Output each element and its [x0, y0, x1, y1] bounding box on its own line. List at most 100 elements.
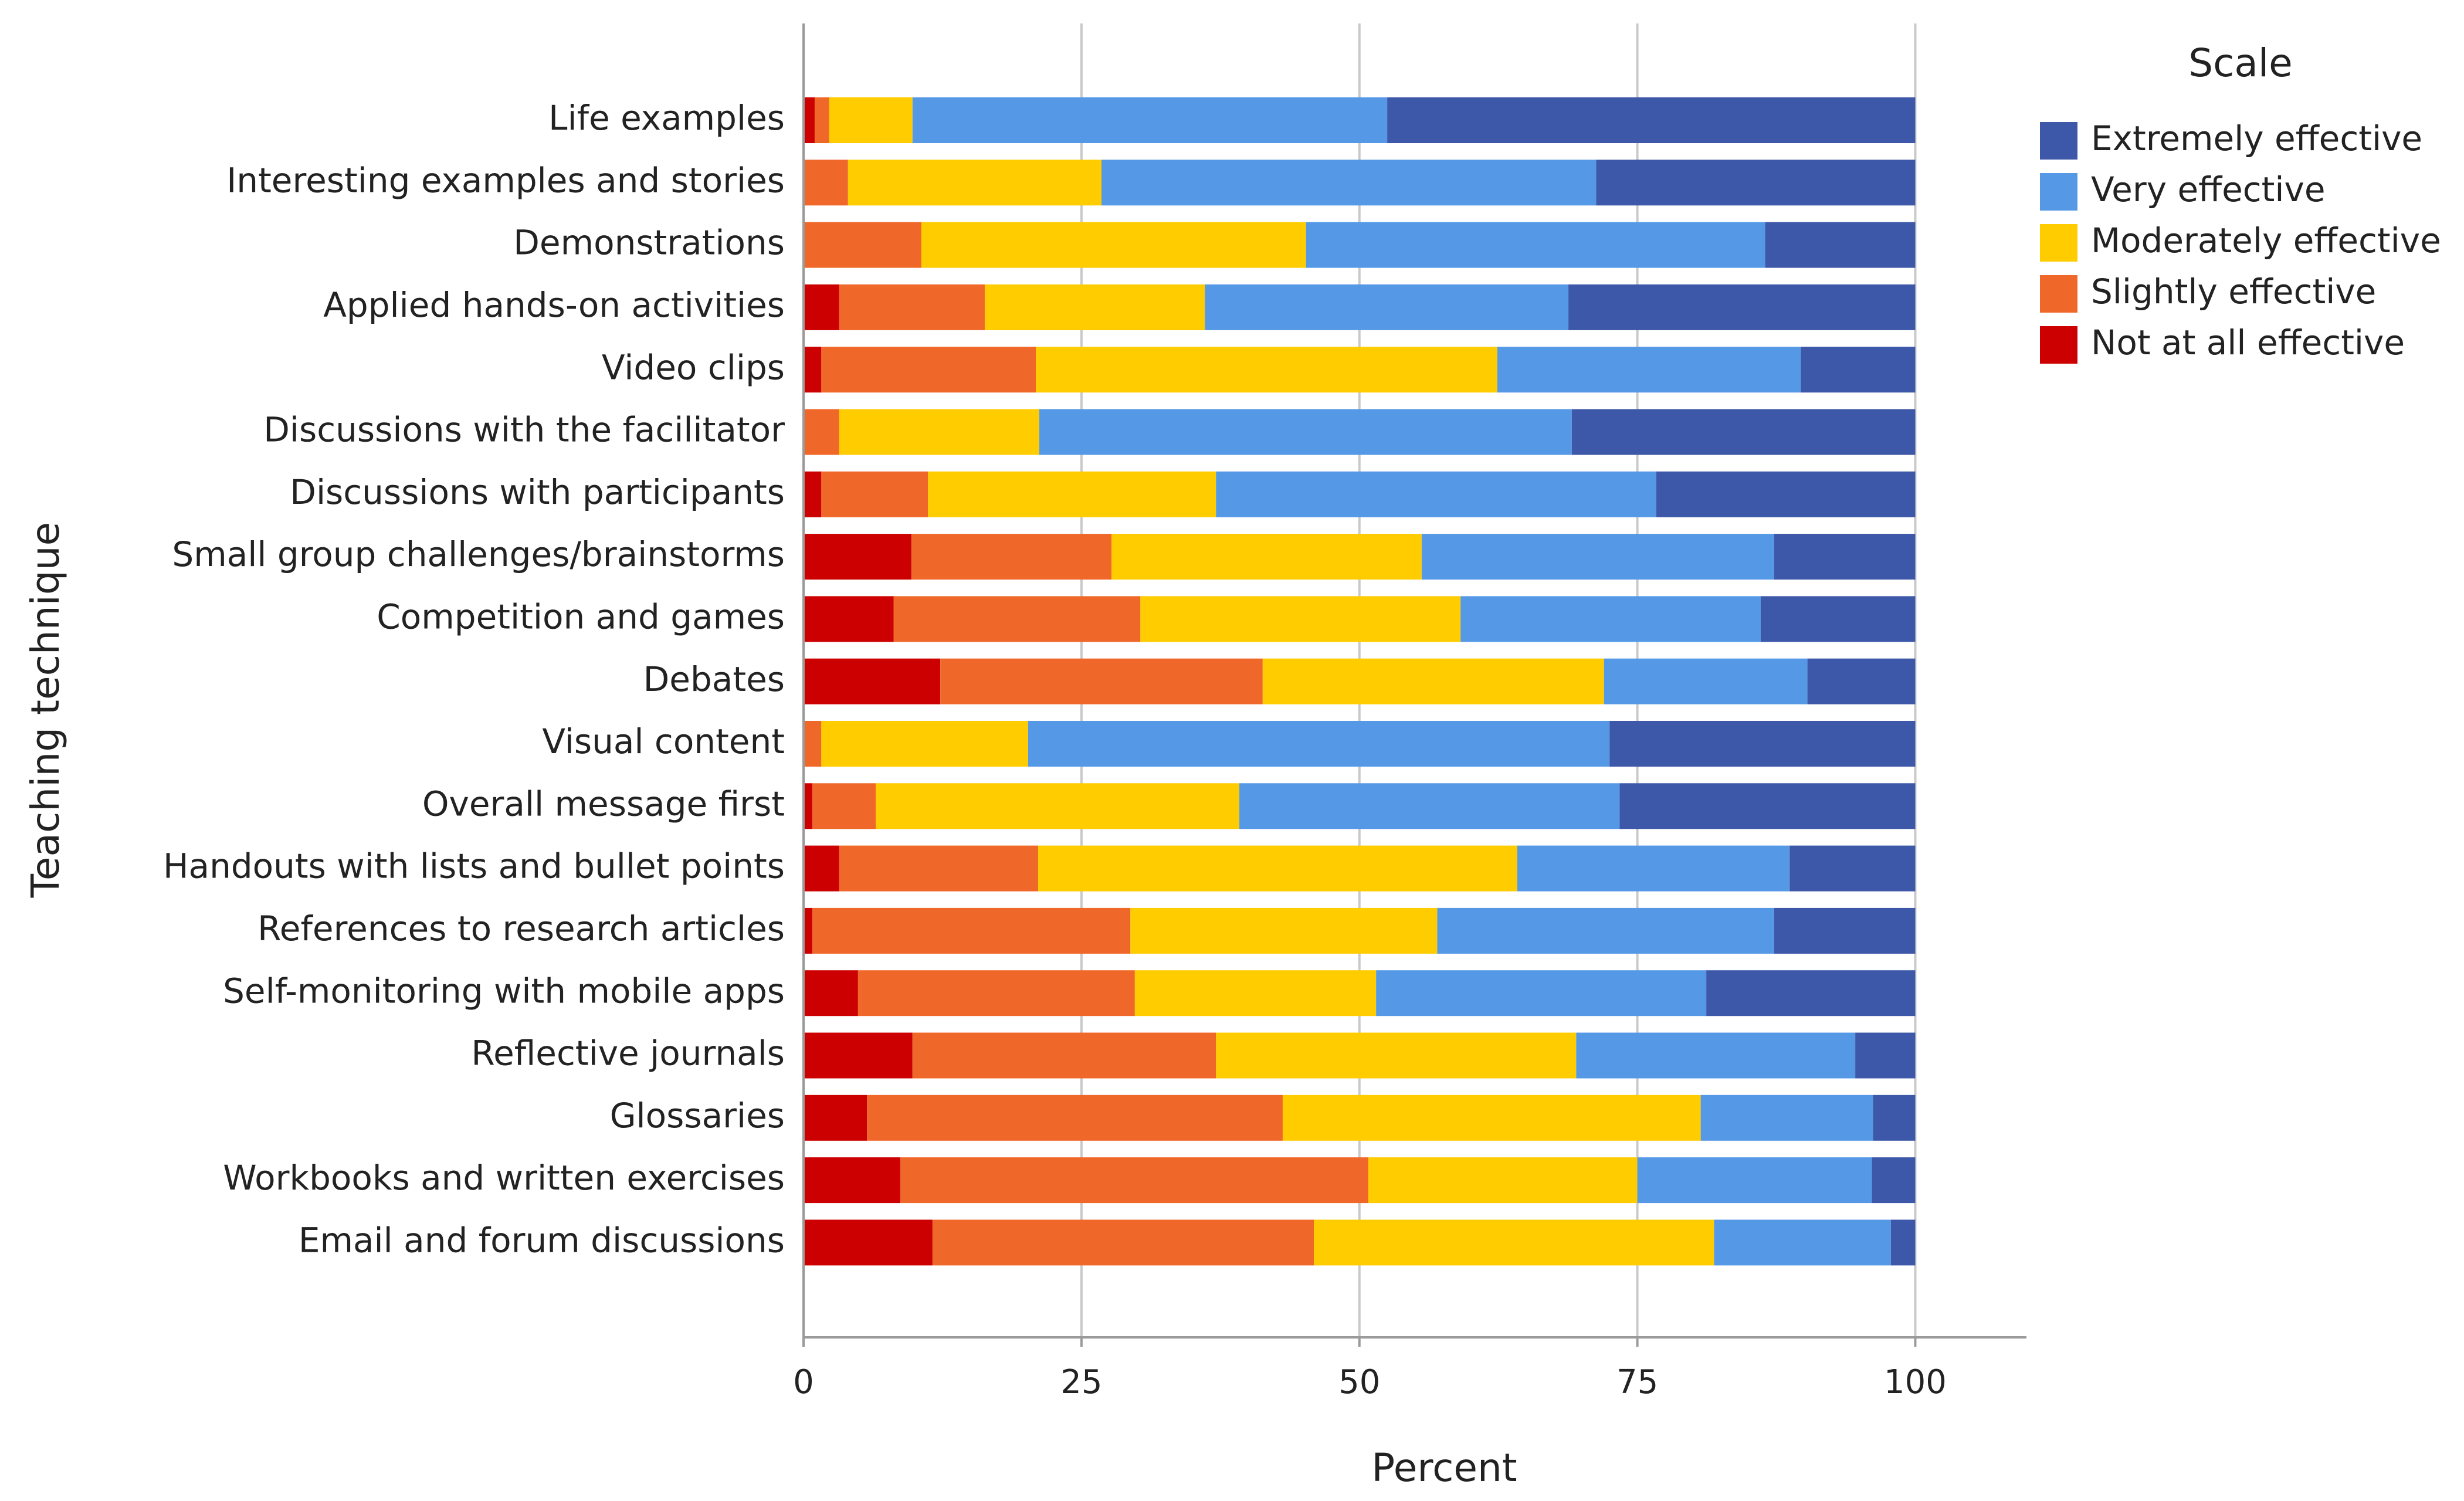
- category-label: Applied hands-on activities: [323, 285, 785, 325]
- bar-segment-moderately-effective-6: [839, 409, 1039, 455]
- bar-segment-not-at-all-effective-5: [804, 347, 822, 393]
- bar-segment-slightly-effective-10: [940, 658, 1263, 704]
- legend-swatch-moderately-effective: [2040, 224, 2077, 262]
- x-axis-title: Percent: [1371, 1445, 1517, 1490]
- bar-segment-extremely-effective-19: [1890, 1219, 1916, 1266]
- axes: [802, 23, 2026, 1347]
- category-labels: Life examples Interesting examples and st…: [163, 98, 785, 1260]
- bar-segment-moderately-effective-18: [1368, 1157, 1638, 1204]
- legend-label-very-effective: Very effective: [2091, 170, 2326, 209]
- bar-segment-not-at-all-effective-9: [804, 596, 894, 642]
- bar-segment-moderately-effective-5: [1036, 347, 1497, 393]
- bar-segment-very-effective-13: [1517, 845, 1790, 892]
- category-label: Visual content: [542, 721, 785, 761]
- bar-segment-very-effective-5: [1497, 347, 1801, 393]
- bar-segment-very-effective-10: [1604, 658, 1808, 704]
- bar-segment-moderately-effective-2: [848, 160, 1101, 206]
- category-label: Discussions with the facilitator: [263, 410, 785, 450]
- category-label: Debates: [643, 659, 785, 699]
- bar-segment-extremely-effective-18: [1872, 1157, 1916, 1204]
- bar-segment-not-at-all-effective-13: [804, 845, 839, 892]
- legend-swatch-not-at-all-effective: [2040, 326, 2077, 364]
- category-label: Competition and games: [377, 597, 785, 637]
- bar-segment-slightly-effective-15: [858, 970, 1135, 1017]
- category-label: Life examples: [548, 98, 785, 138]
- bar-segment-slightly-effective-14: [812, 907, 1131, 954]
- bar-segment-slightly-effective-5: [821, 347, 1036, 393]
- bar-segment-extremely-effective-8: [1774, 534, 1916, 580]
- bar-segment-very-effective-14: [1437, 907, 1774, 954]
- legend-swatch-extremely-effective: [2040, 122, 2077, 160]
- bar-segment-not-at-all-effective-19: [804, 1219, 933, 1266]
- bar-segment-not-at-all-effective-15: [804, 970, 858, 1017]
- bar-segment-slightly-effective-7: [821, 471, 928, 517]
- bar-segment-slightly-effective-9: [893, 596, 1141, 642]
- bar-segment-extremely-effective-15: [1706, 970, 1916, 1017]
- bar-segment-extremely-effective-11: [1609, 721, 1916, 767]
- bar-segment-not-at-all-effective-14: [804, 907, 813, 954]
- bar-segment-moderately-effective-14: [1130, 907, 1438, 954]
- bar-segment-slightly-effective-13: [839, 845, 1038, 892]
- bar-segment-moderately-effective-10: [1262, 658, 1604, 704]
- bar-segment-moderately-effective-4: [984, 284, 1205, 330]
- category-label: Workbooks and written exercises: [223, 1158, 785, 1198]
- bar-segment-very-effective-7: [1216, 471, 1656, 517]
- bar-segment-moderately-effective-8: [1111, 534, 1422, 580]
- legend-title: Scale: [2188, 40, 2293, 86]
- bar-segment-extremely-effective-1: [1387, 97, 1916, 143]
- bar-segment-extremely-effective-10: [1807, 658, 1916, 704]
- category-label: Glossaries: [610, 1096, 785, 1136]
- bar-segment-moderately-effective-19: [1314, 1219, 1714, 1266]
- x-tick-labels: 0 25 50 75 100: [793, 1363, 1947, 1401]
- category-label: Reflective journals: [471, 1034, 785, 1073]
- bar-segment-very-effective-4: [1205, 284, 1569, 330]
- category-label: Small group challenges/brainstorms: [172, 534, 785, 574]
- legend-swatch-slightly-effective: [2040, 275, 2077, 313]
- bar-segment-extremely-effective-5: [1801, 347, 1916, 393]
- bars: [804, 97, 1916, 1266]
- bar-segment-slightly-effective-1: [814, 97, 829, 143]
- bar-segment-moderately-effective-17: [1282, 1095, 1701, 1141]
- bar-segment-extremely-effective-4: [1568, 284, 1916, 330]
- bar-segment-slightly-effective-18: [900, 1157, 1368, 1204]
- legend-label-not-at-all-effective: Not at all effective: [2091, 323, 2405, 362]
- bar-segment-not-at-all-effective-1: [804, 97, 815, 143]
- bar-segment-slightly-effective-17: [867, 1095, 1283, 1141]
- category-label: Self-monitoring with mobile apps: [223, 971, 785, 1011]
- bar-segment-very-effective-16: [1576, 1032, 1856, 1079]
- y-axis-title: Teaching technique: [23, 522, 68, 898]
- bar-segment-moderately-effective-9: [1140, 596, 1461, 642]
- bar-segment-not-at-all-effective-7: [804, 471, 822, 517]
- bar-segment-not-at-all-effective-16: [804, 1032, 913, 1079]
- bar-segment-slightly-effective-2: [804, 160, 848, 206]
- bar-segment-moderately-effective-15: [1134, 970, 1377, 1017]
- bar-segment-moderately-effective-12: [876, 783, 1240, 829]
- legend-swatch-very-effective: [2040, 173, 2077, 211]
- bar-segment-very-effective-17: [1700, 1095, 1873, 1141]
- bar-segment-not-at-all-effective-17: [804, 1095, 867, 1141]
- x-tick-label: 25: [1060, 1363, 1102, 1401]
- bar-segment-slightly-effective-4: [839, 284, 985, 330]
- bar-segment-slightly-effective-12: [812, 783, 876, 829]
- x-tick-label: 0: [793, 1363, 814, 1401]
- x-tick-label: 100: [1884, 1363, 1947, 1401]
- bar-segment-extremely-effective-2: [1596, 160, 1916, 206]
- category-label: Interesting examples and stories: [226, 160, 785, 200]
- bar-segment-extremely-effective-3: [1765, 222, 1916, 268]
- x-tick-label: 75: [1616, 1363, 1658, 1401]
- bar-segment-slightly-effective-11: [804, 721, 822, 767]
- bar-segment-very-effective-6: [1039, 409, 1572, 455]
- category-label: Demonstrations: [513, 223, 785, 263]
- bar-segment-moderately-effective-13: [1038, 845, 1517, 892]
- bar-segment-very-effective-15: [1376, 970, 1707, 1017]
- bar-segment-extremely-effective-17: [1873, 1095, 1916, 1141]
- bar-segment-extremely-effective-7: [1656, 471, 1916, 517]
- legend-label-slightly-effective: Slightly effective: [2091, 272, 2376, 311]
- bar-segment-slightly-effective-3: [804, 222, 921, 268]
- bar-segment-not-at-all-effective-4: [804, 284, 839, 330]
- category-label: Video clips: [602, 347, 785, 387]
- category-label: Overall message first: [422, 784, 785, 824]
- category-label: References to research articles: [257, 909, 785, 948]
